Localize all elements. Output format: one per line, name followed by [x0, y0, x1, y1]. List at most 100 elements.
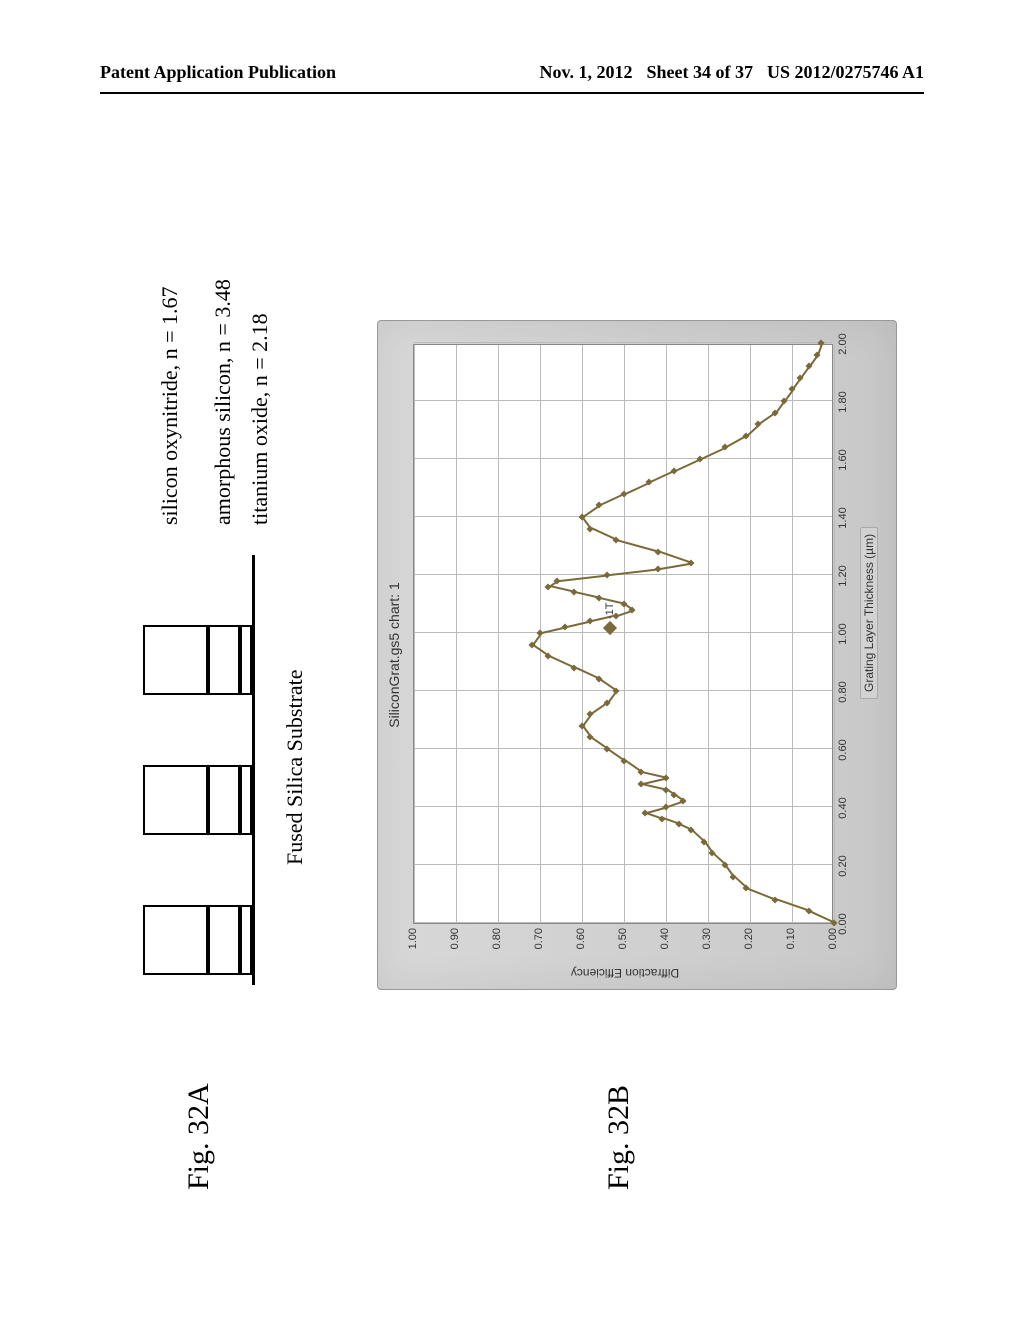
ytick: 0.00	[827, 928, 839, 958]
mat0-name: silicon oxynitride	[157, 370, 182, 525]
mat2-n: 2.18	[247, 313, 272, 352]
grid-h	[414, 345, 415, 923]
series-marker	[688, 560, 695, 567]
xtick: 1.60	[837, 449, 849, 470]
tooth3-tioxide	[240, 625, 252, 695]
series-marker	[662, 774, 669, 781]
series-marker	[818, 339, 825, 346]
tooth1-oxynitride	[143, 905, 208, 975]
series-marker	[641, 809, 648, 816]
grid-v	[414, 400, 832, 401]
header-left: Patent Application Publication	[100, 62, 336, 83]
grid-h	[792, 345, 793, 923]
series-line	[616, 539, 658, 552]
series-marker	[587, 525, 594, 532]
grid-h	[456, 345, 457, 923]
rotated-content: Fig. 32A silicon oxynitride, n = 1.67 am…	[112, 90, 912, 1230]
ytick: 0.10	[785, 928, 797, 958]
mat1-name: amorphous silicon	[210, 363, 235, 525]
figure-b-chart: SiliconGrat.gs5 chart: 1 Diffraction Eff…	[377, 320, 897, 990]
y-axis-label: Diffraction Efficiency	[571, 966, 679, 980]
series-marker	[742, 885, 749, 892]
tooth2-tioxide	[240, 765, 252, 835]
material-oxynitride: silicon oxynitride, n = 1.67	[157, 286, 183, 525]
series-marker	[612, 537, 619, 544]
series-marker	[805, 908, 812, 915]
xtick: 1.20	[837, 565, 849, 586]
grid-h	[708, 345, 709, 923]
header-right: Nov. 1, 2012 Sheet 34 of 37 US 2012/0275…	[539, 62, 924, 83]
series-marker	[671, 792, 678, 799]
chart-title: SiliconGrat.gs5 chart: 1	[386, 321, 402, 989]
mat1-n: 3.48	[210, 279, 235, 318]
ytick: 0.80	[491, 928, 503, 958]
ytick: 0.60	[575, 928, 587, 958]
grid-h	[834, 345, 835, 923]
tooth2-oxynitride	[143, 765, 208, 835]
grid-v	[414, 458, 832, 459]
header-pubno: US 2012/0275746 A1	[767, 62, 924, 83]
grid-v	[414, 922, 832, 923]
grid-v	[414, 864, 832, 865]
substrate-label: Fused Silica Substrate	[282, 669, 308, 865]
chart-legend: -1T	[604, 603, 616, 634]
series-marker	[620, 757, 627, 764]
material-tioxide: titanium oxide, n = 2.18	[247, 313, 273, 525]
xtick: 0.60	[837, 739, 849, 760]
series-marker	[545, 653, 552, 660]
grid-v	[414, 632, 832, 633]
x-axis-label: Grating Layer Thickness (µm)	[860, 527, 878, 699]
series-marker	[675, 821, 682, 828]
mat0-n: 1.67	[157, 286, 182, 325]
ytick: 0.40	[659, 928, 671, 958]
ytick: 0.50	[617, 928, 629, 958]
ytick: 0.20	[743, 928, 755, 958]
series-marker	[595, 595, 602, 602]
grid-v	[414, 574, 832, 575]
ytick: 0.30	[701, 928, 713, 958]
tooth3-asilicon	[208, 625, 240, 695]
series-marker	[772, 896, 779, 903]
tooth2-asilicon	[208, 765, 240, 835]
header-date: Nov. 1, 2012	[539, 62, 632, 83]
tooth1-tioxide	[240, 905, 252, 975]
ytick: 0.70	[533, 928, 545, 958]
series-marker	[654, 566, 661, 573]
xtick: 0.40	[837, 797, 849, 818]
legend-swatch	[603, 621, 617, 635]
header-sheet: Sheet 34 of 37	[646, 62, 753, 83]
figure-a-label: Fig. 32A	[182, 1083, 216, 1190]
tooth1-asilicon	[208, 905, 240, 975]
grid-v	[414, 342, 832, 343]
plot-area	[413, 344, 833, 924]
grid-v	[414, 806, 832, 807]
series-line	[658, 563, 692, 570]
xtick: 1.80	[837, 391, 849, 412]
grid-v	[414, 690, 832, 691]
series-marker	[679, 798, 686, 805]
substrate-line	[252, 555, 255, 985]
grid-h	[624, 345, 625, 923]
series-marker	[814, 351, 821, 358]
tooth3-oxynitride	[143, 625, 208, 695]
page-header: Patent Application Publication Nov. 1, 2…	[0, 62, 1024, 83]
ytick: 0.90	[449, 928, 461, 958]
legend-label: -1T	[604, 603, 616, 620]
series-marker	[570, 589, 577, 596]
series-marker	[604, 571, 611, 578]
figure-b-label: Fig. 32B	[602, 1085, 636, 1190]
ytick: 1.00	[407, 928, 419, 958]
figure-a-diagram: silicon oxynitride, n = 1.67 amorphous s…	[122, 265, 322, 985]
xtick: 2.00	[837, 333, 849, 354]
grid-v	[414, 748, 832, 749]
mat2-name: titanium oxide	[247, 397, 272, 525]
xtick: 1.40	[837, 507, 849, 528]
series-marker	[637, 780, 644, 787]
material-asilicon: amorphous silicon, n = 3.48	[210, 279, 236, 525]
xtick: 0.80	[837, 681, 849, 702]
grid-h	[498, 345, 499, 923]
xtick: 0.20	[837, 855, 849, 876]
grid-h	[582, 345, 583, 923]
grid-v	[414, 516, 832, 517]
grid-h	[666, 345, 667, 923]
